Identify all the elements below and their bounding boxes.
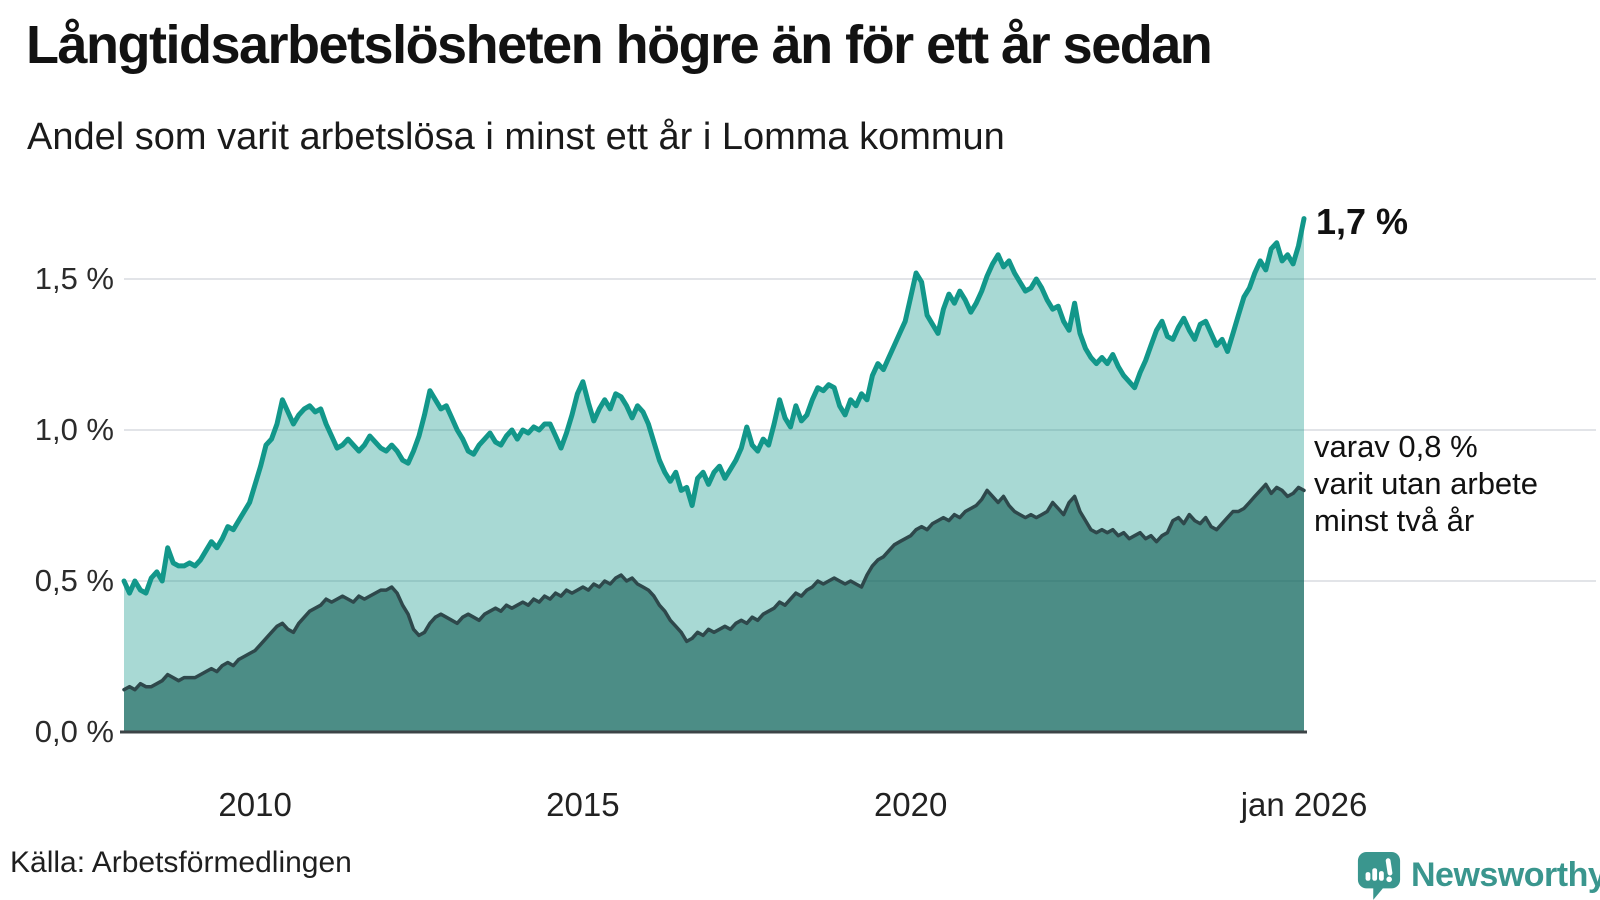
bar-3 [1379, 871, 1384, 881]
page-title: Långtidsarbetslösheten högre än för ett … [26, 15, 1213, 75]
y-tick-label: 1,0 % [34, 412, 114, 447]
bar-2 [1372, 868, 1378, 881]
latest-value-label: 1,7 % [1316, 201, 1409, 242]
secondary-series-annotation: varav 0,8 % varit utan arbete minst två … [1314, 428, 1538, 539]
x-tick-label: 2010 [218, 786, 292, 823]
page-subtitle: Andel som varit arbetslösa i minst ett å… [27, 116, 1005, 158]
y-tick-label: 0,0 % [34, 714, 114, 749]
exclamation-stroke [1385, 858, 1393, 876]
y-tick-label: 1,5 % [34, 261, 114, 296]
gridlines [124, 278, 1596, 582]
area-series-1 [124, 484, 1304, 732]
bar-1 [1365, 872, 1371, 881]
x-tick-label: 2015 [546, 786, 620, 823]
annotation-line-1: varav 0,8 % [1314, 429, 1478, 464]
newsworthy-branding: Newsworthy [1356, 850, 1600, 900]
line-series-1 [122, 482, 1306, 692]
annotation-line-2: varit utan arbete [1314, 466, 1539, 501]
line-series-0 [121, 216, 1307, 596]
y-tick-label: 0,5 % [34, 563, 114, 598]
x-tick-label: jan 2026 [1240, 786, 1368, 823]
source-attribution: Källa: Arbetsförmedlingen [10, 846, 352, 879]
exclamation-dot [1386, 876, 1392, 883]
x-tick-label: 2020 [873, 786, 948, 823]
annotation-line-3: minst två år [1314, 503, 1475, 538]
newsworthy-wordmark: Newsworthy [1411, 855, 1600, 894]
newsworthy-logo-icon [1357, 852, 1401, 900]
